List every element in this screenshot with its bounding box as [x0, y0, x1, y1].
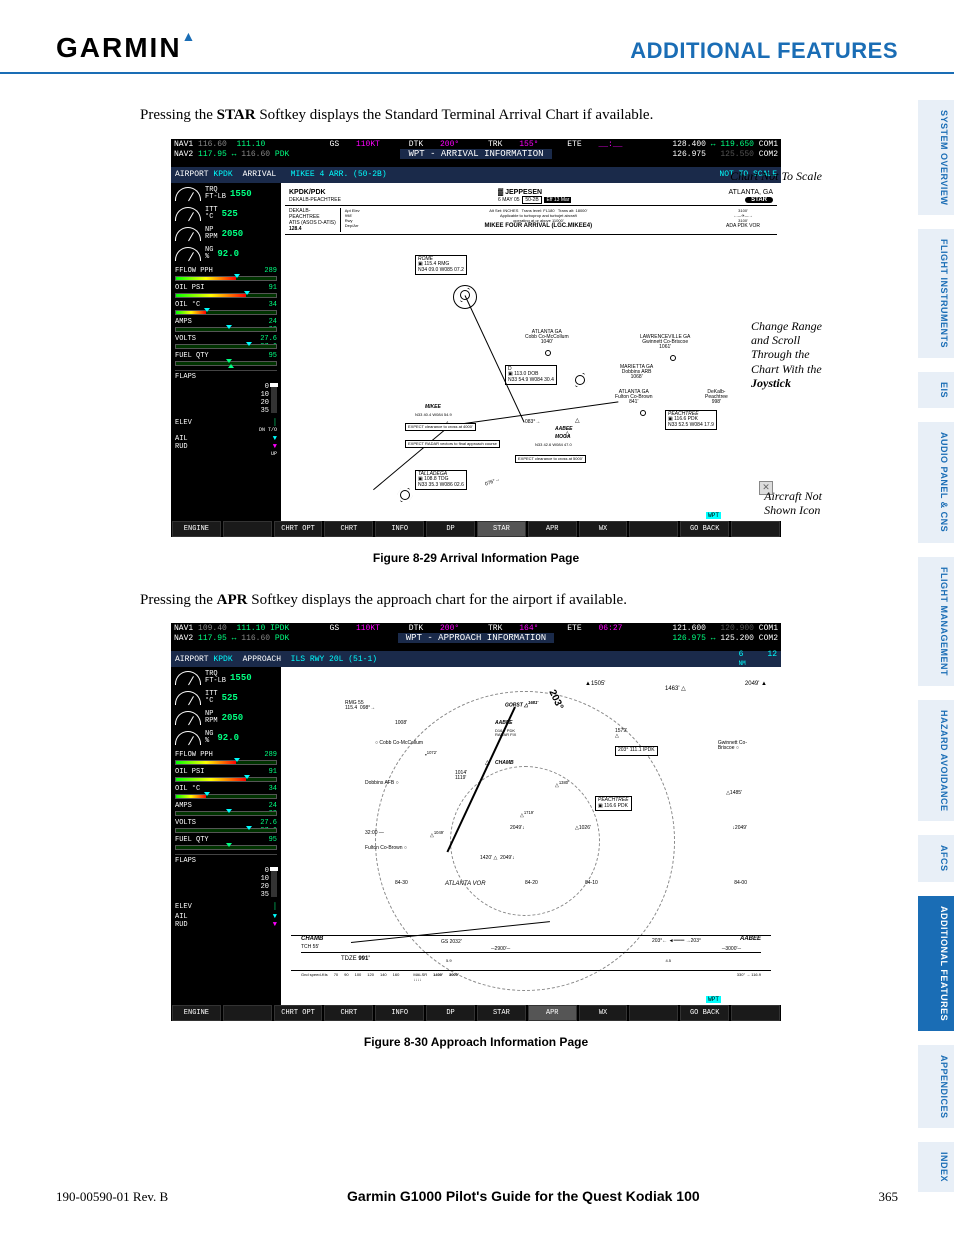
figure-8-29: NAV1 116.60 111.10 NAV2 117.95 ↔ 116.60 …: [140, 139, 812, 565]
page-header: GARMIN ▲ ADDITIONAL FEATURES: [0, 0, 954, 74]
logo-delta-icon: ▲: [182, 30, 196, 46]
callout-joystick: Change Range and Scroll Through the Char…: [751, 319, 822, 391]
approach-profile: CHAMB AABEE TCH 55' TDZE 991' GS 2032' ─…: [291, 935, 771, 975]
com-block: 128.400 ↔ 119.650 COM1 126.975 125.550 C…: [651, 139, 781, 167]
eis-panel: TRQFT-LB1550 ITT°C525 NPRPM2050 NG%92.0 …: [171, 183, 281, 521]
softkey-apr[interactable]: APR: [528, 1005, 577, 1021]
intro-text-2: Pressing the APR Softkey displays the ap…: [140, 589, 812, 612]
softkey-blank[interactable]: [731, 1005, 780, 1021]
top-center: GS 110KT DTK 200° TRK 164° ETE 06:27 WPT…: [301, 623, 651, 651]
side-tab-system-overview[interactable]: SYSTEM OVERVIEW: [918, 100, 954, 215]
softkey-dp[interactable]: DP: [426, 1005, 475, 1021]
garmin-logo: GARMIN ▲: [56, 30, 195, 64]
softkey-engine[interactable]: ENGINE: [172, 521, 221, 537]
footer-title: Garmin G1000 Pilot's Guide for the Quest…: [347, 1188, 700, 1204]
arrival-chart: KPDK/PDKDEKALB-PEACHTREE ▓ JEPPESEN6 MAY…: [281, 183, 781, 521]
mfd-screen-arrival: NAV1 116.60 111.10 NAV2 117.95 ↔ 116.60 …: [171, 139, 781, 537]
intro-text-1: Pressing the STAR Softkey displays the S…: [140, 104, 812, 127]
softkey-wx[interactable]: WX: [579, 521, 628, 537]
footer-docnum: 190-00590-01 Rev. B: [56, 1189, 168, 1205]
nav-block: NAV1 109.40 111.10 IPDK NAV2 117.95 ↔ 11…: [171, 623, 301, 651]
side-tab-hazard-avoidance[interactable]: HAZARD AVOIDANCE: [918, 700, 954, 822]
page-footer: 190-00590-01 Rev. B Garmin G1000 Pilot's…: [56, 1188, 898, 1205]
softkey-dp[interactable]: DP: [426, 521, 475, 537]
mfd-screen-approach: NAV1 109.40 111.10 IPDK NAV2 117.95 ↔ 11…: [171, 623, 781, 1021]
side-tab-additional-features[interactable]: ADDITIONAL FEATURES: [918, 896, 954, 1031]
figure-caption-1: Figure 8-29 Arrival Information Page: [140, 551, 812, 565]
side-tab-eis[interactable]: EIS: [918, 372, 954, 408]
mfd-infobar: AIRPORT KPDK ARRIVAL MIKEE 4 ARR. (50-2B…: [171, 167, 781, 183]
softkey-blank[interactable]: [731, 521, 780, 537]
softkey-blank[interactable]: [629, 521, 678, 537]
callout-not-to-scale: Chart Not To Scale: [730, 169, 822, 183]
side-tab-flight-instruments[interactable]: FLIGHT INSTRUMENTS: [918, 229, 954, 358]
softkey-info[interactable]: INFO: [375, 1005, 424, 1021]
side-tab-appendices[interactable]: APPENDICES: [918, 1045, 954, 1129]
top-center: GS 110KT DTK 200° TRK 155° ETE __:__ WPT…: [301, 139, 651, 167]
eis-panel: TRQFT-LB1550 ITT°C525 NPRPM2050 NG%92.0 …: [171, 667, 281, 1005]
softkey-blank[interactable]: [223, 1005, 272, 1021]
softkey-blank[interactable]: [223, 521, 272, 537]
section-title: ADDITIONAL FEATURES: [630, 38, 898, 64]
mfd-body: TRQFT-LB1550 ITT°C525 NPRPM2050 NG%92.0 …: [171, 183, 781, 521]
softkey-chrt-opt[interactable]: CHRT OPT: [274, 1005, 323, 1021]
side-tabs: SYSTEM OVERVIEW FLIGHT INSTRUMENTS EIS A…: [918, 100, 954, 1192]
com-block: 121.600 120.900 COM1 126.975 ↔ 125.200 C…: [651, 623, 781, 651]
softkey-engine[interactable]: ENGINE: [172, 1005, 221, 1021]
softkey-chrt-opt[interactable]: CHRT OPT: [274, 521, 323, 537]
softkey-bar: ENGINE CHRT OPT CHRT INFO DP STAR APR WX…: [171, 521, 781, 537]
approach-chart: ▲1505' 1463' △ 2049' ▲ RMG 55115.4 098°→…: [281, 667, 781, 1005]
mfd-body: TRQFT-LB1550 ITT°C525 NPRPM2050 NG%92.0 …: [171, 667, 781, 1005]
softkey-star[interactable]: STAR: [477, 521, 526, 537]
softkey-blank[interactable]: [629, 1005, 678, 1021]
softkey-apr[interactable]: APR: [528, 521, 577, 537]
logo-text: GARMIN: [56, 32, 182, 64]
figure-caption-2: Figure 8-30 Approach Information Page: [140, 1035, 812, 1049]
mfd-topbar: NAV1 116.60 111.10 NAV2 117.95 ↔ 116.60 …: [171, 139, 781, 167]
side-tab-afcs[interactable]: AFCS: [918, 835, 954, 882]
side-tab-flight-management[interactable]: FLIGHT MANAGEMENT: [918, 557, 954, 686]
page-content: Pressing the STAR Softkey displays the S…: [0, 74, 880, 1049]
figure-8-30: NAV1 109.40 111.10 IPDK NAV2 117.95 ↔ 11…: [140, 623, 812, 1049]
page-group-tabs: MAP WPT AUX NRST ▪▫▫▫▫: [692, 512, 775, 519]
side-tab-audio-panel[interactable]: AUDIO PANEL & CNS: [918, 422, 954, 542]
mfd-topbar: NAV1 109.40 111.10 IPDK NAV2 117.95 ↔ 11…: [171, 623, 781, 651]
footer-pagenum: 365: [879, 1189, 899, 1205]
softkey-bar: ENGINE CHRT OPT CHRT INFO DP STAR APR WX…: [171, 1005, 781, 1021]
softkey-wx[interactable]: WX: [579, 1005, 628, 1021]
softkey-chrt[interactable]: CHRT: [324, 1005, 373, 1021]
softkey-go-back[interactable]: GO BACK: [680, 521, 729, 537]
softkey-chrt[interactable]: CHRT: [324, 521, 373, 537]
page-group-tabs: MAP WPT AUX NRST ▪▫▫▫▫: [692, 996, 775, 1003]
softkey-go-back[interactable]: GO BACK: [680, 1005, 729, 1021]
softkey-info[interactable]: INFO: [375, 521, 424, 537]
callout-aircraft-icon: Aircraft Not Shown Icon: [764, 489, 822, 518]
softkey-star[interactable]: STAR: [477, 1005, 526, 1021]
side-tab-index[interactable]: INDEX: [918, 1142, 954, 1192]
mfd-infobar: AIRPORT KPDK APPROACH ILS RWY 20L (51-1)…: [171, 651, 781, 667]
nav-block: NAV1 116.60 111.10 NAV2 117.95 ↔ 116.60 …: [171, 139, 301, 167]
